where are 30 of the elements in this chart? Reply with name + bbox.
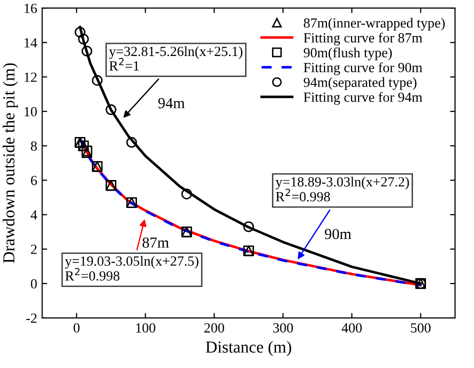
y-tick-label: 10 bbox=[24, 106, 37, 116]
x-tick-label: 200 bbox=[204, 323, 224, 333]
legend-label: 87m(inner-wrapped type) bbox=[304, 18, 445, 31]
annotation: y=19.03-3.05ln(x+27.5) R$^{2}$=0.998 bbox=[65, 256, 198, 281]
x-tick-label: 500 bbox=[411, 323, 431, 333]
y-tick-label: -2 bbox=[26, 314, 37, 323]
annotation: 94m bbox=[158, 98, 185, 108]
y-tick-label: 2 bbox=[30, 244, 37, 254]
annotation: 90m bbox=[324, 228, 352, 240]
legend-label: 90m(flush type) bbox=[304, 47, 392, 60]
y-tick-label: 12 bbox=[24, 72, 37, 82]
legend-label: Fitting curve for 94m bbox=[304, 92, 422, 105]
y-tick-label: 14 bbox=[24, 38, 38, 48]
y-tick-label: 8 bbox=[30, 141, 37, 151]
legend-label: Fitting curve for 90m bbox=[304, 62, 422, 76]
x-tick-label: 300 bbox=[273, 323, 293, 333]
x-tick-label: 100 bbox=[136, 323, 156, 333]
y-tick-label: 16 bbox=[24, 4, 37, 14]
x-tick-label: 400 bbox=[342, 323, 362, 333]
x-axis-title: Distance (m) bbox=[206, 340, 292, 356]
legend-label: 94m(separated type) bbox=[304, 77, 416, 90]
y-tick-label: 6 bbox=[30, 176, 37, 186]
annotation: y=32.81-5.26ln(x+25.1) R$^{2}$=1 bbox=[109, 46, 242, 70]
y-tick-label: 0 bbox=[30, 279, 37, 288]
annotation: 87m bbox=[142, 237, 169, 248]
y-tick-label: 4 bbox=[30, 210, 38, 220]
x-tick-label: 0 bbox=[74, 323, 80, 333]
y-axis-title: Drawdown outside the pit (m) bbox=[2, 63, 18, 263]
annotation: y=18.89-3.03ln(x+27.2) R$^{2}$=0.998 bbox=[276, 176, 409, 202]
legend-label: Fitting curve for 87m bbox=[304, 32, 422, 46]
